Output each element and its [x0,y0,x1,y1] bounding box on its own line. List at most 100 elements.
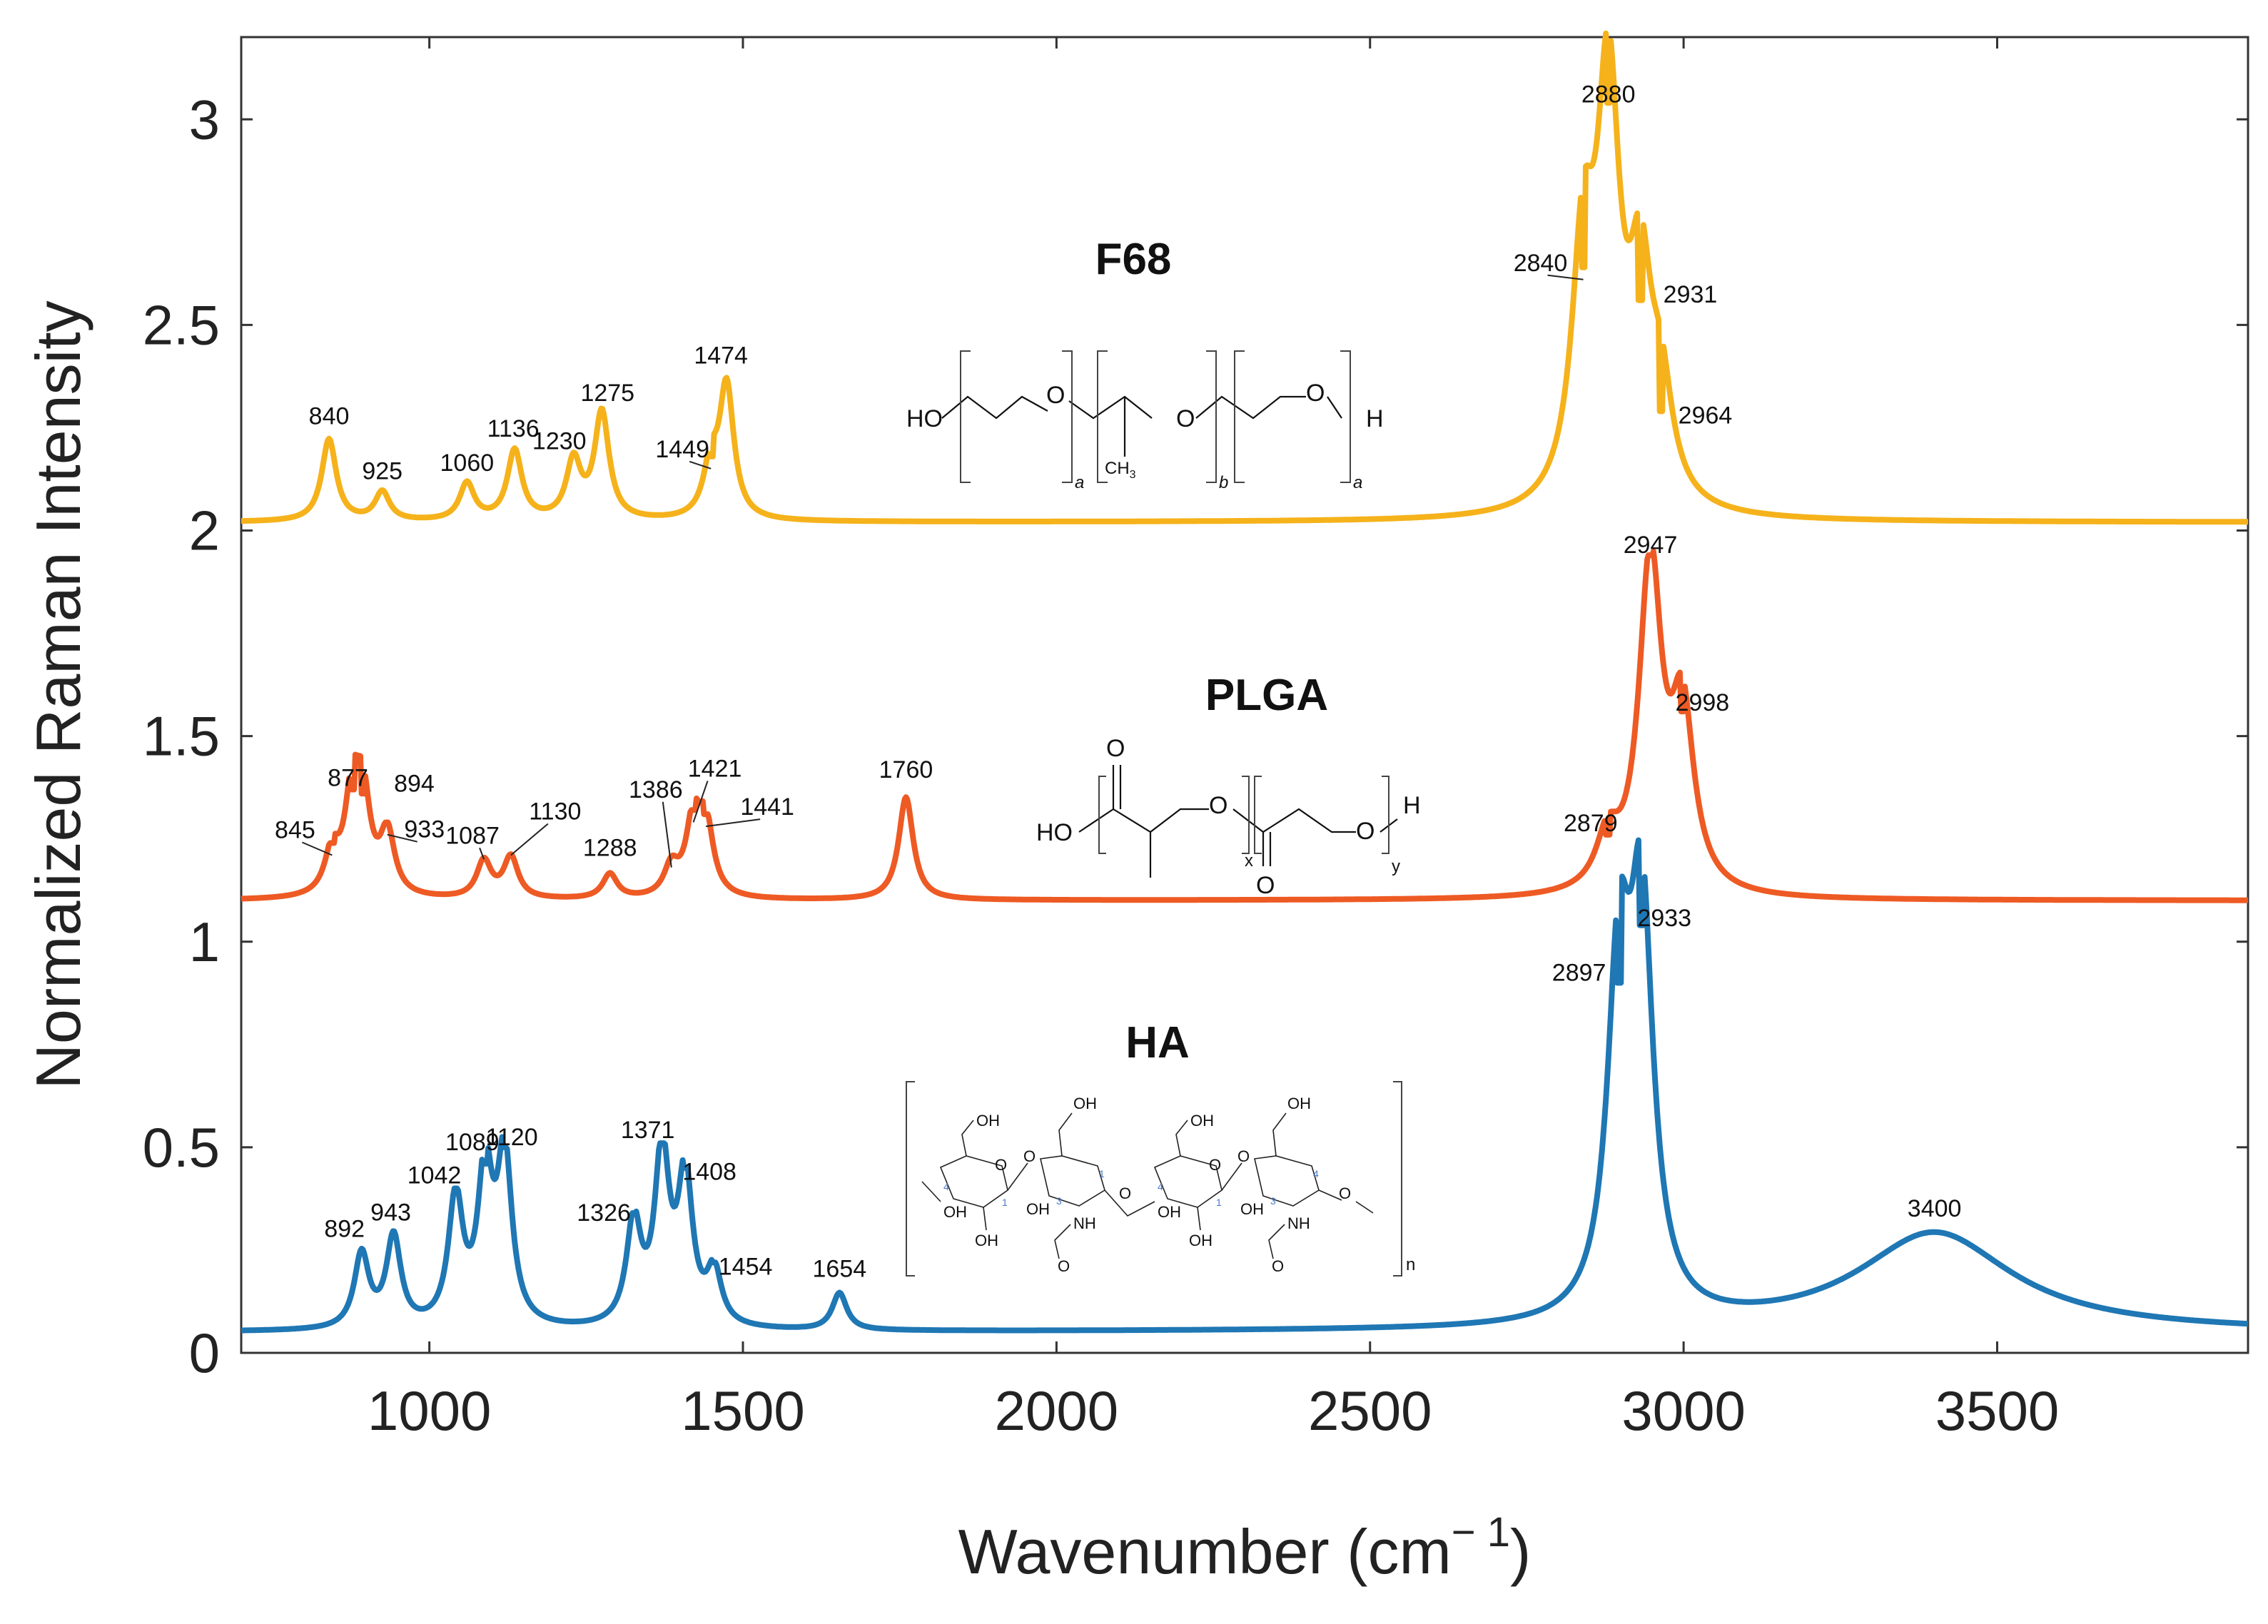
series-line-f68 [239,30,2250,525]
svg-text:H: H [1366,405,1384,432]
svg-text:OH: OH [1240,1200,1264,1218]
y-axis-title: Normalized Raman Intensity [23,300,93,1089]
x-axis-title: Wavenumber (cm− 1) [958,1509,1532,1587]
peak-label-ha-2897: 2897 [1552,959,1606,986]
peak-label-ha-1089: 1089 [445,1129,500,1156]
peak-label-plga-933: 933 [404,816,445,843]
peak-label-plga-1760: 1760 [879,756,933,783]
svg-text:x: x [1245,851,1253,871]
svg-text:1: 1 [1099,1168,1105,1179]
plot-frame [240,36,2249,1354]
peak-leader-line [302,841,333,856]
svg-text:O: O [1058,1257,1070,1275]
peak-label-f68-1230: 1230 [532,427,587,455]
y-tick-label: 2 [189,499,220,562]
y-tick-label: 1.5 [143,705,220,768]
peak-label-ha-3400: 3400 [1908,1195,1962,1222]
svg-text:O: O [1046,382,1065,409]
peak-label-f68-2840: 2840 [1514,250,1568,277]
peak-label-f68-925: 925 [362,458,403,485]
svg-text:O: O [1306,380,1325,407]
peak-label-ha-892: 892 [324,1215,365,1242]
x-tick-label: 1500 [681,1379,805,1442]
series-name-plga: PLGA [1205,671,1328,720]
peak-label-plga-2879: 2879 [1564,810,1618,837]
svg-text:O: O [1119,1184,1131,1202]
svg-text:OH: OH [1026,1200,1050,1218]
x-axis: 1000 1500 2000 2500 3000 3500 [368,37,2059,1442]
svg-text:NH: NH [1287,1214,1310,1232]
peak-label-plga-2998: 2998 [1676,689,1730,716]
x-tick-label: 2500 [1308,1379,1432,1442]
peak-label-plga-877: 877 [328,765,368,792]
plga-structure: HO O O O O H x y [1036,735,1421,899]
svg-text:HO: HO [906,405,943,432]
series-lines [239,30,2250,1334]
svg-text:OH: OH [975,1232,998,1249]
svg-text:OH: OH [1189,1232,1213,1249]
f68-structure: HO O CH3 O O H a b a [906,350,1384,492]
peak-leader-line [510,823,549,856]
peak-leader-line [706,818,761,828]
x-axis-title-exponent: − 1 [1452,1509,1510,1556]
x-tick-label: 2000 [995,1379,1119,1442]
svg-text:CH3: CH3 [1105,459,1136,481]
svg-text:O: O [1176,405,1195,432]
peak-label-ha-1371: 1371 [621,1117,675,1144]
peak-leader-line [387,833,417,843]
svg-text:4: 4 [1313,1168,1319,1179]
svg-text:O: O [995,1156,1007,1174]
x-tick-label: 1000 [368,1379,492,1442]
y-tick-label: 3 [189,88,220,151]
svg-text:a: a [1075,473,1084,492]
series-name-f68: F68 [1095,235,1172,284]
peak-label-plga-845: 845 [275,817,315,844]
peak-label-f68-2964: 2964 [1679,402,1733,429]
peak-label-ha-1120: 1120 [486,1124,538,1151]
peak-label-ha-943: 943 [370,1199,411,1226]
peak-label-f68-840: 840 [309,403,350,430]
svg-text:O: O [1237,1147,1250,1165]
y-tick-label: 0 [189,1321,220,1384]
svg-text:OH: OH [943,1203,967,1221]
svg-text:O: O [1209,1156,1221,1174]
svg-text:HO: HO [1036,819,1073,846]
y-tick-label: 0.5 [143,1116,220,1179]
peak-label-ha-1454: 1454 [719,1253,773,1280]
peak-label-plga-1421: 1421 [688,755,742,782]
svg-text:NH: NH [1073,1214,1096,1232]
peak-leader-line [689,460,712,470]
y-tick-label: 2.5 [143,293,220,356]
peak-label-ha-1042: 1042 [407,1162,462,1189]
svg-text:O: O [1356,818,1375,845]
x-tick-label: 3500 [1935,1379,2060,1442]
svg-text:a: a [1353,473,1362,492]
x-tick-label: 3000 [1621,1379,1746,1442]
series-line-plga [239,548,2250,903]
svg-text:O: O [1272,1257,1284,1275]
peak-label-plga-1441: 1441 [740,793,794,821]
series-line-ha [239,837,2250,1334]
peak-label-plga-1130: 1130 [529,798,581,826]
svg-text:4: 4 [943,1181,949,1192]
peak-label-ha-1408: 1408 [682,1159,736,1186]
peak-label-f68-1449: 1449 [655,436,709,463]
svg-text:O: O [1023,1147,1036,1165]
series-name-ha: HA [1125,1018,1190,1067]
svg-text:H: H [1403,792,1421,819]
svg-text:OH: OH [1287,1095,1311,1112]
peak-label-f68-1060: 1060 [440,450,495,477]
peak-label-plga-1087: 1087 [445,822,500,849]
y-tick-label: 1 [189,910,220,973]
svg-text:y: y [1392,857,1400,876]
peak-label-f68-1136: 1136 [487,415,540,442]
svg-text:1: 1 [1216,1197,1222,1208]
peak-label-plga-894: 894 [394,770,435,797]
peak-label-plga-2947: 2947 [1624,532,1678,559]
svg-text:b: b [1219,473,1228,492]
svg-text:3: 3 [1270,1195,1276,1207]
svg-text:OH: OH [1073,1095,1097,1112]
svg-text:3: 3 [1056,1195,1062,1207]
svg-text:OH: OH [1158,1203,1181,1221]
